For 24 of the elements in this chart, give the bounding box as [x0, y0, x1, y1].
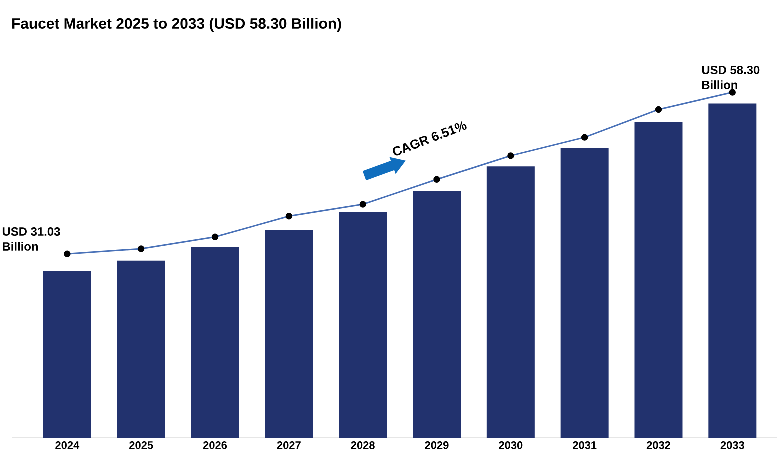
x-tick-label: 2033: [720, 442, 744, 450]
bar: [486, 166, 535, 438]
bar: [191, 247, 240, 438]
bar: [413, 191, 462, 438]
x-tick-label: 2030: [499, 442, 523, 450]
data-label: USD 58.30 Billion: [702, 66, 760, 90]
chart-title: Faucet Market 2025 to 2033 (USD 58.30 Billion): [12, 18, 342, 32]
x-tick-label: 2032: [646, 442, 670, 450]
x-tick-label: 2026: [203, 442, 228, 450]
bar: [339, 212, 388, 438]
bar: [708, 104, 757, 438]
bar: [117, 260, 166, 438]
bar: [634, 122, 683, 438]
x-tick-label: 2027: [277, 442, 301, 450]
data-label: USD 31.03 Billion: [2, 228, 60, 251]
x-tick-label: 2024: [56, 442, 80, 450]
bar: [43, 271, 92, 438]
x-tick-label: 2029: [425, 442, 449, 450]
bar: [265, 230, 314, 438]
annotation: CAGR 6.51%: [393, 121, 467, 156]
x-tick-label: 2025: [130, 442, 154, 450]
x-tick-label: 2031: [573, 442, 597, 450]
bar: [560, 148, 609, 438]
x-tick-label: 2028: [351, 442, 375, 450]
